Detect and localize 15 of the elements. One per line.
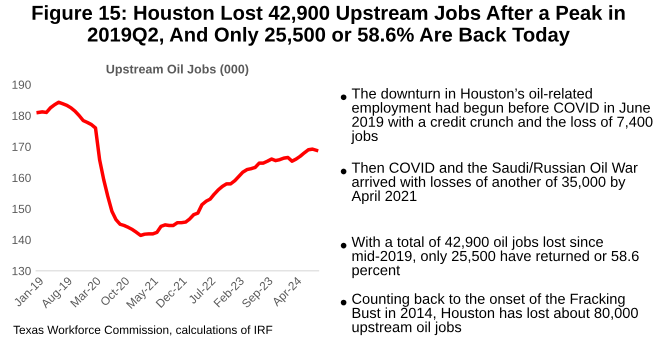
text: With a total of 42,900 oil jobs lost since mid-2019, only 25,500 have returned or 58.6 percent [352, 236, 639, 278]
y-tick-label: 140 [12, 236, 31, 244]
y-tick-label: 190 [12, 80, 31, 89]
text: Counting back to the onset of the Fracking Bust in 2014, Houston has lost about 80,000 upstream oil jobs [352, 293, 638, 336]
y-tick-label: 170 [12, 142, 31, 152]
y-tick-label: 150 [12, 204, 31, 214]
text: Texas Workforce Commission, calculations of IRF [13, 325, 272, 336]
y-tick-label: 160 [12, 174, 31, 182]
text: The downturn in Houston’s oil-related employment had begun before COVID in June 2019 with a credit crunch and the loss of 7,400 jobs [351, 88, 653, 144]
chart-title: Figure 15: Houston Lost 42,900 Upstream Jobs After a Peak in 2019Q2, And Only 25,500 or 58.6% Are Back Today [32, 5, 625, 46]
chart-subtitle: Upstream Oil Jobs (000) [106, 64, 248, 76]
y-tick-label: 180 [12, 112, 31, 120]
line-series [36, 100, 318, 238]
text: Then COVID and the Saudi/Russian Oil War arrived with losses of another of 35,000 by April 2021 [352, 162, 638, 204]
y-tick-label: 130 [12, 266, 31, 276]
